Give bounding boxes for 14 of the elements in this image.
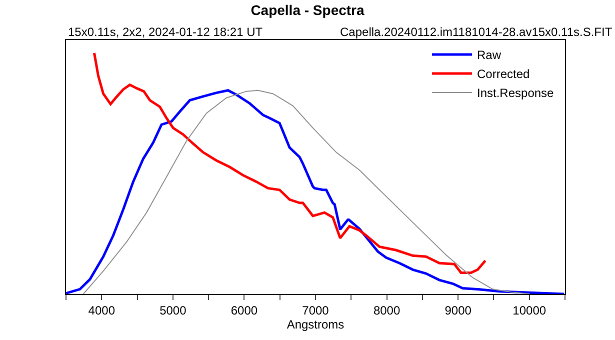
x-tick-label: 4000 <box>88 303 116 318</box>
chart-title: Capella - Spectra <box>250 2 365 18</box>
legend-label: Raw <box>477 48 502 62</box>
x-axis-title: Angstroms <box>286 317 344 332</box>
text: Capella.20240112.im1181014-28.av15x0.11s.S.FIT <box>340 25 613 39</box>
legend-label: Inst.Response <box>477 86 554 100</box>
x-tick-label: 6000 <box>230 303 258 318</box>
chart-subtitle: 15x0.11s, 2x2, 2024-01-12 18:21 UT <box>68 25 264 39</box>
x-tick-label: 7000 <box>302 303 330 318</box>
x-tick-label: 5000 <box>160 303 187 318</box>
x-tick-label: 10000 <box>512 303 546 318</box>
x-tick-label: 8000 <box>373 303 400 318</box>
legend-label: Corrected <box>477 67 530 82</box>
x-tick-label: 9000 <box>444 303 472 318</box>
